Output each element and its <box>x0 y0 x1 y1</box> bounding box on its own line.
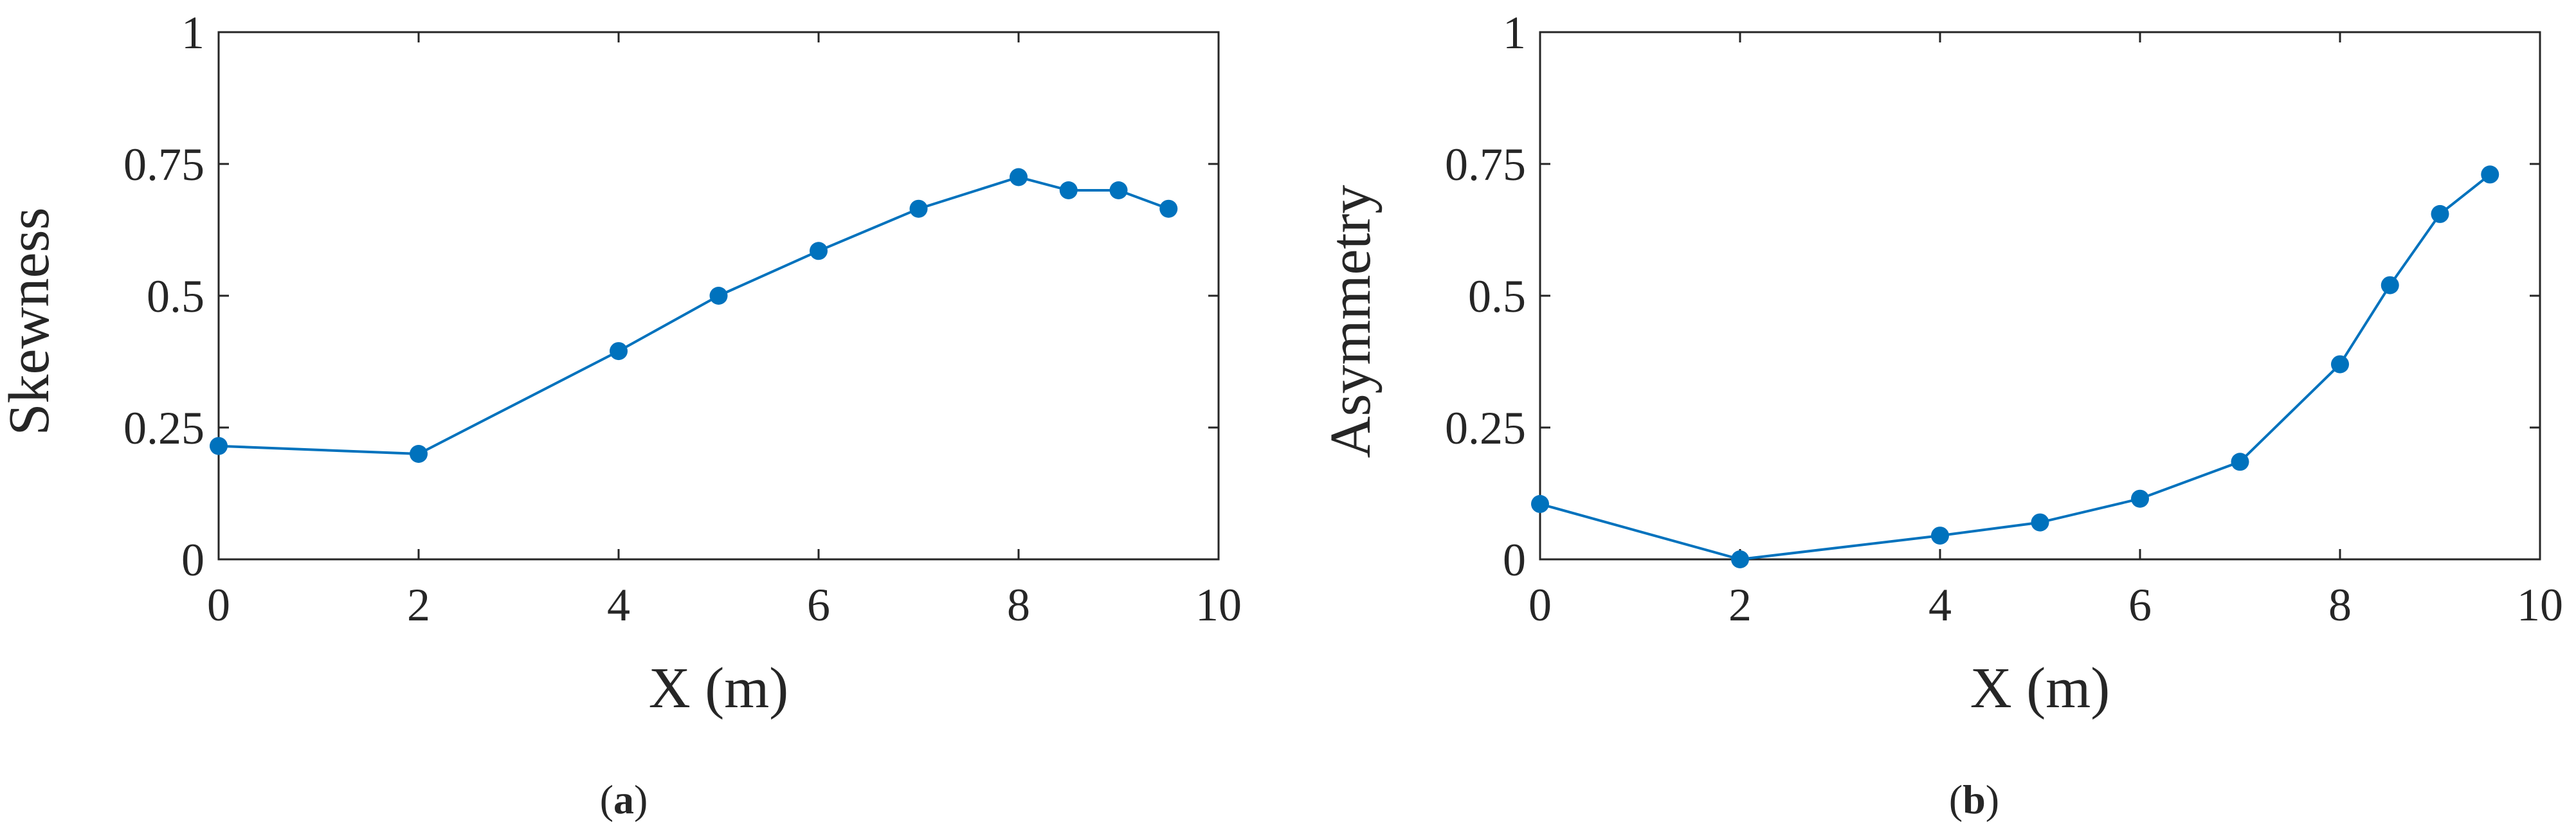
x-axis-label: X (m) <box>649 656 788 720</box>
caption-open-paren: ( <box>1949 777 1963 822</box>
y-tick-label: 0 <box>1503 534 1526 586</box>
data-point <box>810 242 828 260</box>
series-line <box>218 176 1169 456</box>
x-tick-label: 0 <box>207 579 230 631</box>
y-tick-label: 0.25 <box>123 402 204 454</box>
y-axis-label: Asymmetry <box>1319 185 1383 458</box>
data-point <box>1109 181 1128 199</box>
data-point <box>2231 453 2249 471</box>
caption-close-paren: ) <box>1986 777 1999 822</box>
y-tick-label: 0.75 <box>123 139 204 190</box>
x-tick-label: 2 <box>407 579 430 631</box>
y-tick-label: 0.5 <box>1468 271 1526 322</box>
x-tick-label: 4 <box>1928 579 1952 631</box>
data-point <box>1059 181 1078 199</box>
data-point <box>2331 355 2349 374</box>
caption-letter: b <box>1963 777 1986 822</box>
data-point <box>1159 199 1178 218</box>
data-point <box>909 199 928 218</box>
x-axis-label: X (m) <box>1970 656 2110 720</box>
series-line <box>1539 173 2491 561</box>
panel-caption: (b) <box>1949 777 1999 822</box>
x-tick-label: 6 <box>807 579 830 631</box>
data-point <box>1531 494 1549 513</box>
x-tick-label: 8 <box>2328 579 2352 631</box>
data-point <box>410 445 428 463</box>
data-point <box>1931 527 1949 545</box>
data-point <box>1010 168 1028 186</box>
chart-panel-b: 0 2 4 6 8 10 0 0.25 0.5 0.75 1 X (m) Asymmetry (b) <box>1319 7 2563 822</box>
data-point <box>709 287 728 305</box>
y-axis-label: Skewness <box>0 208 61 436</box>
y-tick-label: 1 <box>1503 7 1526 59</box>
x-tick-label: 10 <box>1195 579 1242 631</box>
data-point <box>2131 489 2149 508</box>
data-point <box>2031 513 2049 532</box>
y-tick-label: 0.25 <box>1445 402 1526 454</box>
y-tick-label: 0 <box>181 534 204 586</box>
caption-letter: a <box>613 777 634 822</box>
x-tick-label: 10 <box>2517 579 2563 631</box>
data-point <box>610 342 628 361</box>
y-tick-label: 0.75 <box>1445 139 1526 190</box>
caption-open-paren: ( <box>600 777 613 822</box>
data-point <box>2481 165 2499 184</box>
y-tick-label: 0.5 <box>147 271 204 322</box>
data-point <box>2381 276 2399 294</box>
x-tick-label: 8 <box>1007 579 1030 631</box>
caption-close-paren: ) <box>634 777 648 822</box>
axes-frame <box>1539 31 2541 561</box>
data-point <box>210 437 228 455</box>
x-tick-label: 0 <box>1528 579 1552 631</box>
panel-caption: (a) <box>600 777 648 822</box>
y-tick-label: 1 <box>181 7 204 59</box>
data-point <box>2431 204 2449 223</box>
chart-panel-a: 0 2 4 6 8 10 0 0.25 0.5 0.75 1 X (m) Skewness (a) <box>0 7 1242 822</box>
x-tick-label: 2 <box>1728 579 1752 631</box>
x-tick-label: 6 <box>2128 579 2152 631</box>
data-point <box>1731 550 1749 568</box>
x-tick-label: 4 <box>607 579 630 631</box>
